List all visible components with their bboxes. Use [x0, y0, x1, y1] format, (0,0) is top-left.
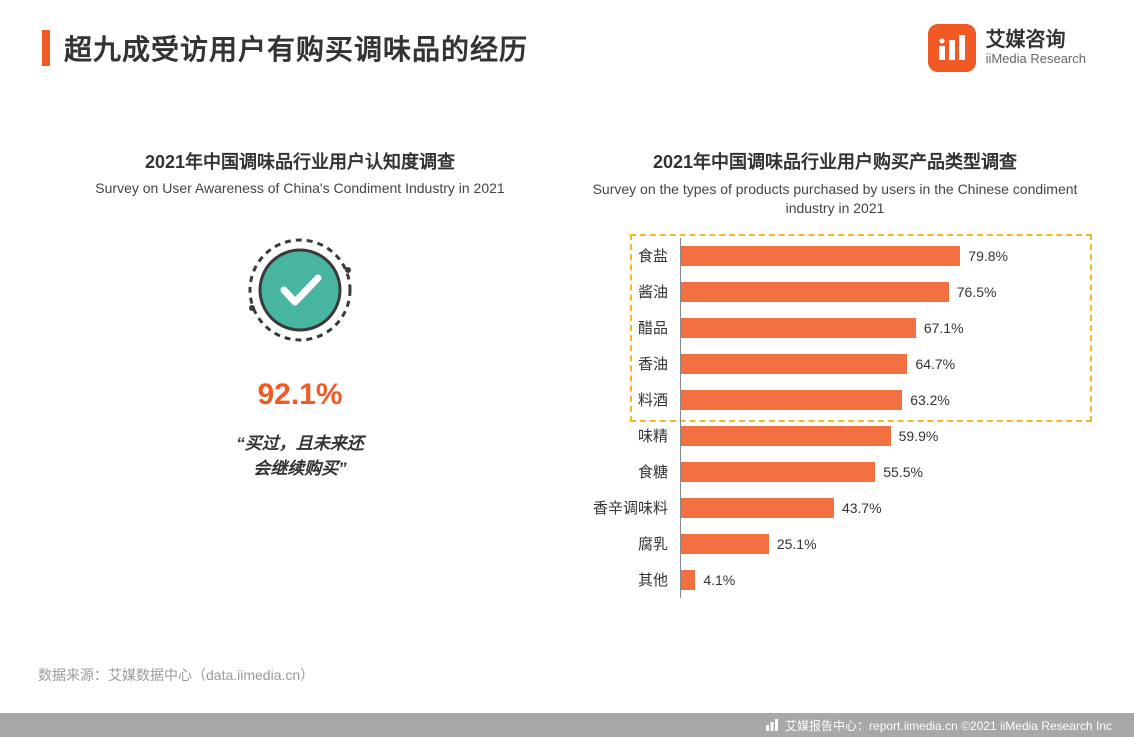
bar-value-label: 63.2% — [910, 392, 950, 408]
bar-row: 料酒 63.2% — [580, 382, 1090, 418]
bar-value-label: 64.7% — [915, 356, 955, 372]
footer-text: 艾媒报告中心：report.iimedia.cn ©2021 iiMedia R… — [785, 717, 1112, 734]
bar — [681, 318, 916, 338]
bar-category-label: 料酒 — [580, 389, 680, 410]
bar-track: 43.7% — [680, 490, 1090, 526]
header-accent-bar — [42, 30, 50, 66]
left-title-en: Survey on User Awareness of China's Cond… — [70, 180, 530, 196]
bar-track: 25.1% — [680, 526, 1090, 562]
bar-category-label: 食盐 — [580, 245, 680, 266]
purchase-bar-chart: 食盐 79.8% 酱油 76.5% 醋品 67.1% 香油 64.7% 料酒 63.2% 味精 59.… — [580, 238, 1090, 598]
bar-row: 味精 59.9% — [580, 418, 1090, 454]
bar-track: 59.9% — [680, 418, 1090, 454]
logo-name-en: iiMedia Research — [986, 52, 1086, 67]
bar — [681, 246, 960, 266]
awareness-quote: “买过，且未来还 会继续购买” — [70, 432, 530, 481]
bar-track: 79.8% — [680, 238, 1090, 274]
right-title-en: Survey on the types of products purchase… — [580, 180, 1090, 218]
bar-value-label: 25.1% — [777, 536, 817, 552]
bar-value-label: 4.1% — [703, 572, 735, 588]
bar-category-label: 腐乳 — [580, 533, 680, 554]
bar-track: 67.1% — [680, 310, 1090, 346]
logo-text: 艾媒咨询 iiMedia Research — [986, 29, 1086, 67]
bar — [681, 390, 902, 410]
checkmark-icon — [240, 230, 360, 350]
bar-track: 63.2% — [680, 382, 1090, 418]
page-title: 超九成受访用户有购买调味品的经历 — [64, 28, 528, 68]
awareness-panel: 2021年中国调味品行业用户认知度调查 Survey on User Aware… — [70, 148, 530, 481]
logo-badge-icon — [928, 24, 976, 72]
bar-value-label: 55.5% — [883, 464, 923, 480]
bar-row: 香油 64.7% — [580, 346, 1090, 382]
purchase-panel: 2021年中国调味品行业用户购买产品类型调查 Survey on the typ… — [580, 148, 1090, 598]
footer-bar: 艾媒报告中心：report.iimedia.cn ©2021 iiMedia R… — [0, 713, 1134, 737]
checkmark-badge — [70, 230, 530, 350]
bar — [681, 498, 834, 518]
right-title-cn: 2021年中国调味品行业用户购买产品类型调查 — [580, 148, 1090, 174]
bar — [681, 426, 891, 446]
bar-row: 酱油 76.5% — [580, 274, 1090, 310]
left-title-cn: 2021年中国调味品行业用户认知度调查 — [70, 148, 530, 174]
data-source: 数据来源：艾媒数据中心（data.iimedia.cn） — [38, 665, 314, 685]
bar — [681, 570, 695, 590]
bar-category-label: 食糖 — [580, 461, 680, 482]
bar-row: 腐乳 25.1% — [580, 526, 1090, 562]
bar — [681, 282, 949, 302]
bar-row: 食糖 55.5% — [580, 454, 1090, 490]
bar-value-label: 43.7% — [842, 500, 882, 516]
bar-value-label: 76.5% — [957, 284, 997, 300]
bar-category-label: 醋品 — [580, 317, 680, 338]
bar-row: 醋品 67.1% — [580, 310, 1090, 346]
bar-row: 食盐 79.8% — [580, 238, 1090, 274]
bar-category-label: 香油 — [580, 353, 680, 374]
bar-category-label: 味精 — [580, 425, 680, 446]
bar-track: 64.7% — [680, 346, 1090, 382]
logo-mark-icon — [936, 32, 968, 64]
bar — [681, 534, 769, 554]
logo-name-cn: 艾媒咨询 — [986, 29, 1086, 52]
bar-row: 其他 4.1% — [580, 562, 1090, 598]
brand-logo: 艾媒咨询 iiMedia Research — [928, 24, 1086, 72]
quote-line-2: 会继续购买” — [70, 457, 530, 482]
awareness-percentage: 92.1% — [70, 378, 530, 412]
header: 超九成受访用户有购买调味品的经历 — [42, 28, 528, 68]
bar-track: 76.5% — [680, 274, 1090, 310]
quote-line-1: “买过，且未来还 — [70, 432, 530, 457]
bar-row: 香辛调味料 43.7% — [580, 490, 1090, 526]
bar — [681, 462, 875, 482]
footer-chart-icon — [765, 719, 779, 731]
bar-category-label: 酱油 — [580, 281, 680, 302]
bar-category-label: 其他 — [580, 569, 680, 590]
bar-value-label: 79.8% — [968, 248, 1008, 264]
page: 超九成受访用户有购买调味品的经历 艾媒咨询 iiMedia Research 2… — [0, 0, 1134, 737]
bar-value-label: 59.9% — [899, 428, 939, 444]
bar-value-label: 67.1% — [924, 320, 964, 336]
bar-track: 55.5% — [680, 454, 1090, 490]
bar-track: 4.1% — [680, 562, 1090, 598]
bar-category-label: 香辛调味料 — [580, 497, 680, 518]
bar — [681, 354, 907, 374]
